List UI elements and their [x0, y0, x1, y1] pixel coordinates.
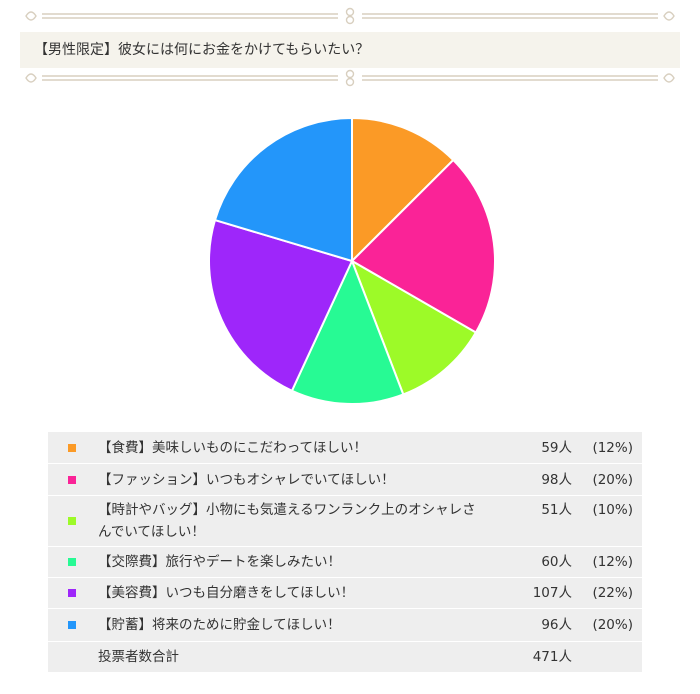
pie-slice-2 — [350, 158, 496, 334]
legend-label: 【美容費】いつも自分磨きをしてほしい！ — [98, 585, 355, 601]
pie-slice-6 — [213, 116, 353, 263]
legend-percent: (20%) — [592, 471, 633, 488]
legend-row: 【貯蓄】将来のために貯金してほしい！ 96人 (20%) — [48, 609, 642, 642]
legend-label: 【貯蓄】将来のために貯金してほしい！ — [98, 617, 341, 633]
pie-slice-4 — [290, 258, 405, 405]
legend-row: 【美容費】いつも自分磨きをしてほしい！ 107人 (22%) — [48, 578, 642, 609]
chart-legend-table: 【食費】美味しいものにこだわってほしい！ 59人 (12%) 【ファッション】いつもオ… — [48, 432, 642, 672]
top-ornament-divider — [20, 6, 680, 26]
survey-title: 【男性限定】彼女には何にお金をかけてもらいたい？ — [20, 32, 680, 68]
legend-label: 【食費】美味しいものにこだわってほしい！ — [98, 439, 368, 456]
legend-row: 【食費】美味しいものにこだわってほしい！ 59人 (12%) — [48, 432, 642, 464]
legend-row: 【交際費】旅行やデートを楽しみたい！ 60人 (12%) — [48, 547, 642, 578]
total-voters-label: 投票者数合計 — [98, 649, 179, 665]
bottom-ornament-divider — [20, 68, 680, 88]
legend-count: 60人 — [541, 554, 572, 570]
legend-row: 【ファッション】いつもオシャレでいてほしい！ 98人 (20%) — [48, 464, 642, 496]
legend-label: 【交際費】旅行やデートを楽しみたい！ — [98, 554, 341, 570]
legend-count: 51人 — [541, 502, 572, 518]
total-voters-count: 471人 — [532, 649, 572, 665]
legend-label: 【時計やバッグ】小物にも気遣えるワンランク上のオシャレさんでいてほしい！ — [98, 502, 476, 540]
legend-percent: (12%) — [592, 554, 633, 570]
pie-slice-5 — [208, 218, 354, 393]
legend-label: 【ファッション】いつもオシャレでいてほしい！ — [98, 471, 395, 488]
legend-swatch — [68, 475, 76, 484]
legend-percent: (10%) — [592, 502, 633, 518]
legend-count: 96人 — [541, 617, 572, 633]
legend-swatch — [68, 517, 76, 525]
legend-swatch — [68, 443, 76, 452]
legend-percent: (12%) — [592, 439, 633, 456]
legend-count: 107人 — [532, 585, 572, 601]
pie-slice-3 — [350, 258, 478, 396]
pie-chart — [208, 116, 496, 405]
legend-count: 98人 — [541, 471, 572, 488]
legend-percent: (22%) — [592, 585, 633, 601]
legend-count: 59人 — [541, 439, 572, 456]
pie-slice-1 — [351, 116, 455, 264]
legend-row: 【時計やバッグ】小物にも気遣えるワンランク上のオシャレさんでいてほしい！ 51人 (… — [48, 496, 642, 547]
legend-swatch — [68, 589, 76, 597]
legend-percent: (20%) — [592, 617, 633, 633]
legend-total-row: 投票者数合計 471人 — [48, 642, 642, 672]
legend-swatch — [68, 621, 76, 629]
legend-swatch — [68, 558, 76, 566]
